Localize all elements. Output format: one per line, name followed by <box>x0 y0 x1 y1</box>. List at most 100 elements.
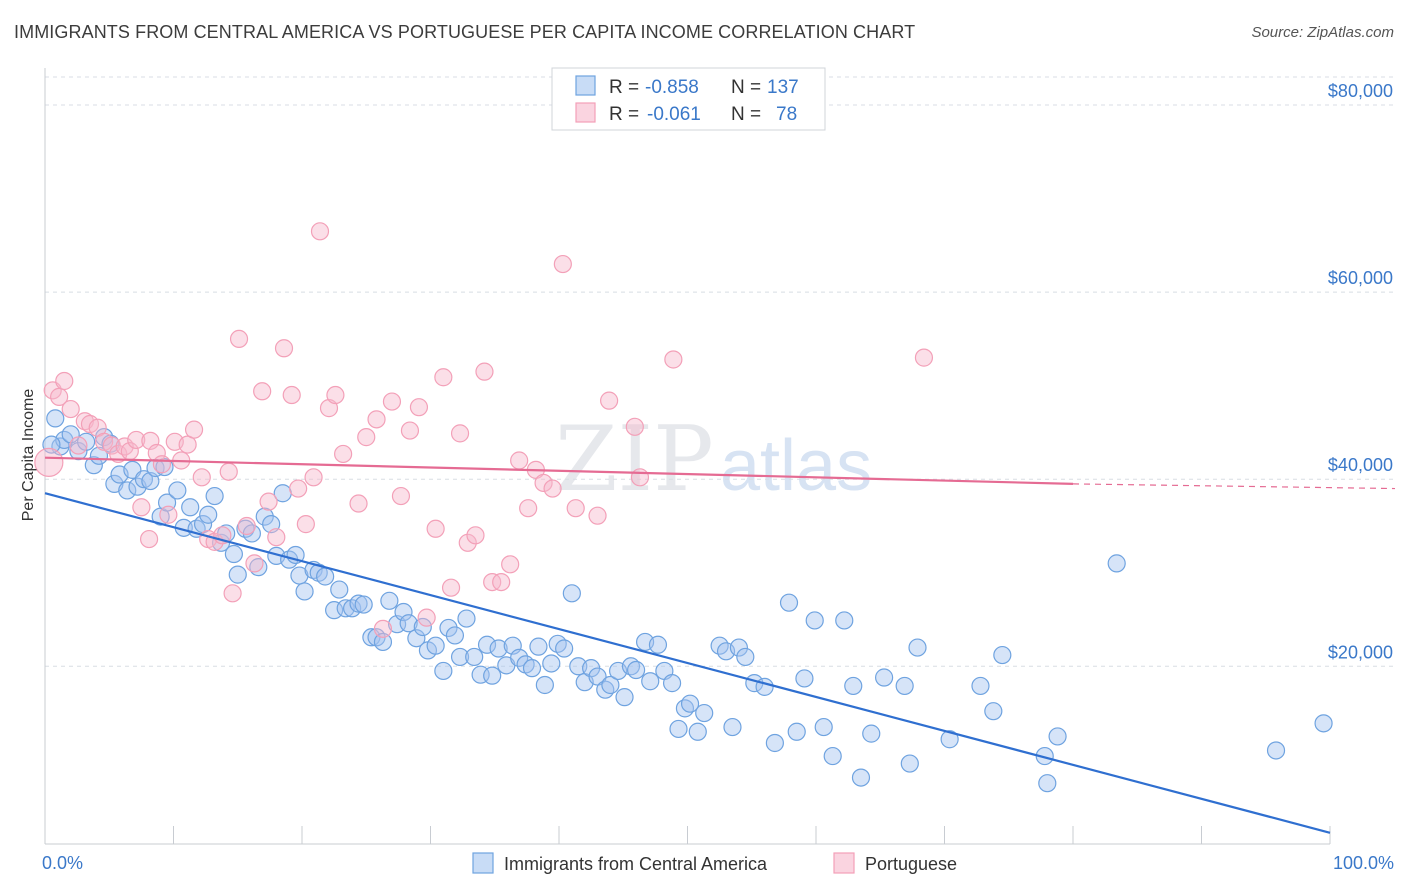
data-point <box>382 392 402 411</box>
data-point <box>445 626 465 645</box>
data-point <box>181 498 200 517</box>
series-portuguese <box>34 222 934 638</box>
data-point <box>914 348 934 367</box>
data-point <box>489 639 508 658</box>
data-point <box>325 601 344 620</box>
data-point <box>625 417 644 436</box>
data-point <box>615 688 634 707</box>
data-point <box>779 593 799 612</box>
watermark: ZIP atlas <box>555 407 872 512</box>
data-point <box>466 526 485 545</box>
legend-r-label-1: R = <box>609 77 639 98</box>
source-label: Source: ZipAtlas.com <box>1251 24 1394 41</box>
data-point <box>282 385 301 405</box>
data-point <box>259 492 278 511</box>
data-point <box>118 481 137 500</box>
data-point <box>1107 554 1126 573</box>
data-point <box>349 594 368 613</box>
data-point <box>543 479 562 498</box>
data-point <box>357 428 376 447</box>
trend-line-portuguese-extension <box>1072 483 1396 490</box>
bottom-legend-swatch-central-america <box>472 852 494 874</box>
data-point <box>542 654 561 673</box>
data-point <box>795 669 814 688</box>
x-tick-label: 0.0% <box>42 853 83 873</box>
data-point <box>399 614 418 633</box>
data-point <box>434 661 453 681</box>
data-point <box>475 362 494 381</box>
data-point <box>295 582 314 601</box>
data-point <box>641 672 660 691</box>
data-point <box>993 645 1012 665</box>
data-point <box>255 507 274 526</box>
data-point <box>851 768 871 787</box>
data-point <box>426 636 445 655</box>
x-tick-label: 100.0% <box>1333 853 1394 873</box>
data-point <box>450 424 470 443</box>
data-point <box>477 635 497 654</box>
data-point <box>237 516 256 536</box>
correlation-legend: R = -0.858 N = 137 R = -0.061 N = 78 <box>551 67 826 131</box>
data-point <box>253 382 272 401</box>
data-point <box>510 648 529 667</box>
bottom-legend-label-central-america: Immigrants from Central America <box>504 854 768 874</box>
data-point <box>229 329 249 349</box>
data-point <box>875 668 894 687</box>
data-point <box>394 602 413 622</box>
y-tick-label: $20,000 <box>1328 642 1393 662</box>
data-point <box>334 444 353 464</box>
data-point <box>296 515 315 534</box>
data-point <box>787 722 806 741</box>
data-point <box>152 455 172 474</box>
data-point <box>373 632 393 652</box>
legend-n-label-1: N = <box>731 77 761 98</box>
data-point <box>729 638 749 657</box>
y-tick-label: $80,000 <box>1328 81 1393 101</box>
data-point <box>600 391 619 410</box>
legend-r-value-1: -0.858 <box>645 77 699 98</box>
data-point <box>127 430 146 450</box>
y-axis-title: Per Capita Income <box>20 389 37 522</box>
data-point <box>304 468 323 487</box>
data-point <box>199 505 218 524</box>
data-point <box>1048 727 1067 746</box>
legend-r-label-2: R = <box>609 104 639 125</box>
series-legend: Immigrants from Central America Portugue… <box>472 852 957 874</box>
data-point <box>219 462 238 481</box>
data-points <box>34 222 1333 793</box>
data-point <box>69 436 88 455</box>
data-point <box>380 591 399 610</box>
watermark-atlas: atlas <box>720 426 872 506</box>
data-point <box>630 468 650 487</box>
data-point <box>765 733 784 753</box>
trend-line-portuguese <box>44 456 1074 485</box>
data-point <box>510 451 529 470</box>
data-point <box>534 473 553 493</box>
data-point <box>1314 714 1333 733</box>
data-point <box>61 399 80 419</box>
data-point <box>316 567 335 586</box>
data-point <box>971 676 990 696</box>
data-point <box>205 486 224 506</box>
data-point <box>695 703 714 723</box>
legend-n-label-2: N = <box>731 104 761 125</box>
data-point <box>940 730 959 749</box>
data-point <box>409 398 429 417</box>
data-point <box>900 754 919 773</box>
data-point <box>736 647 755 667</box>
data-point <box>134 470 154 489</box>
data-point <box>648 635 668 654</box>
data-point <box>413 617 432 637</box>
legend-swatch-portuguese <box>575 102 596 123</box>
data-point <box>373 619 393 638</box>
data-point <box>439 618 458 638</box>
data-point <box>326 385 345 405</box>
data-point <box>835 611 854 630</box>
data-point <box>159 505 178 524</box>
data-point <box>330 580 349 599</box>
data-point <box>168 481 187 500</box>
data-point <box>55 371 74 391</box>
data-point <box>417 608 436 627</box>
data-point <box>192 468 211 487</box>
data-point <box>139 529 159 549</box>
